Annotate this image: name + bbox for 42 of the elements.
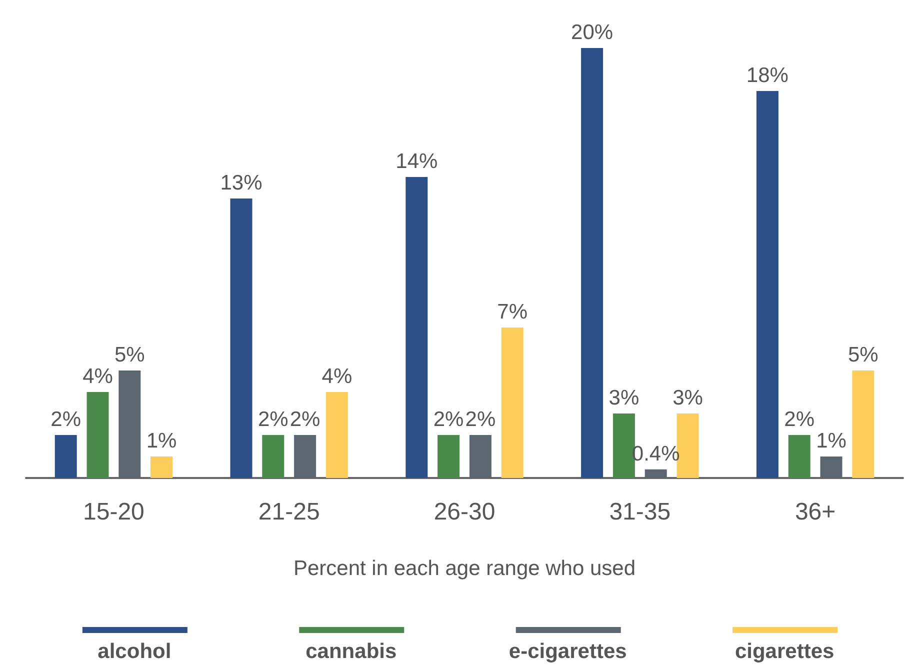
data-label: 3% <box>672 386 703 410</box>
x-tick-label: 26-30 <box>434 498 496 526</box>
bar <box>262 435 284 478</box>
x-tick-label: 36+ <box>794 498 836 526</box>
data-label: 4% <box>322 365 352 388</box>
data-label: 1% <box>816 430 846 452</box>
bar <box>756 91 778 478</box>
x-axis-title: Percent in each age range who used <box>293 557 636 580</box>
data-label: 13% <box>220 172 262 194</box>
data-label: 2% <box>465 408 496 431</box>
data-label: 2% <box>50 408 82 431</box>
bar <box>852 370 874 478</box>
bar <box>86 392 109 478</box>
x-tick-label: 15-20 <box>83 498 144 526</box>
data-label: 20% <box>571 21 614 44</box>
legend-label: cigarettes <box>734 640 834 663</box>
data-label: 2% <box>258 408 288 431</box>
bar <box>150 456 173 478</box>
bar <box>230 198 252 478</box>
bar <box>406 177 428 478</box>
data-label: 4% <box>82 365 113 388</box>
data-label: 14% <box>396 150 438 173</box>
data-label: 7% <box>497 300 528 324</box>
data-label: 5% <box>114 344 145 366</box>
bar <box>438 435 460 478</box>
legend-label: alcohol <box>98 640 172 663</box>
data-label: 3% <box>608 386 640 410</box>
bar <box>501 328 524 478</box>
x-tick-label: 31-35 <box>609 498 671 526</box>
bar <box>788 435 810 478</box>
legend-label: e-cigarettes <box>508 640 627 663</box>
data-label: 2% <box>433 408 464 431</box>
data-label: 18% <box>746 64 788 87</box>
bar <box>581 48 604 478</box>
data-label: 2% <box>784 408 815 431</box>
legend-label: cannabis <box>306 640 397 663</box>
data-label: 1% <box>146 430 177 452</box>
data-label: 5% <box>848 344 878 366</box>
bar <box>326 392 348 478</box>
bar <box>54 435 77 478</box>
x-tick-label: 21-25 <box>258 498 320 526</box>
data-label: 2% <box>290 408 320 431</box>
